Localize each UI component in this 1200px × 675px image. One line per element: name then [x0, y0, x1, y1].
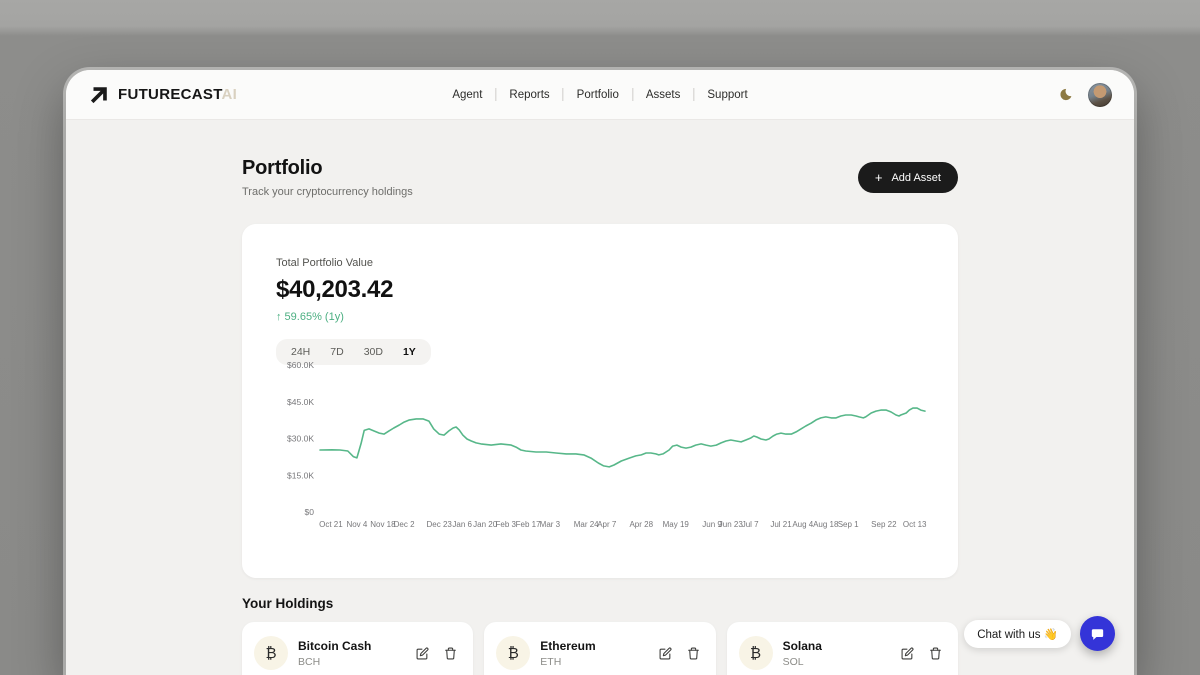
arrow-up-right-logo-icon: [88, 84, 110, 106]
holding-name: Bitcoin Cash: [298, 638, 372, 653]
svg-text:Feb 3: Feb 3: [496, 520, 517, 529]
nav-divider: [693, 88, 695, 101]
portfolio-change-badge: ↑ 59.65% (1y): [276, 311, 344, 323]
svg-text:Mar 3: Mar 3: [540, 520, 561, 529]
user-avatar[interactable]: [1088, 82, 1112, 107]
holding-card-sol: ₿ Solana SOL AI Score:: [726, 622, 958, 675]
svg-text:$45.0K: $45.0K: [287, 397, 314, 407]
edit-icon[interactable]: [416, 646, 429, 660]
brand-name: FUTURECASTAI: [118, 86, 238, 103]
svg-text:Oct 21: Oct 21: [319, 520, 343, 529]
nav-item-agent[interactable]: Agent: [452, 88, 483, 101]
total-portfolio-value-label: Total Portfolio Value: [276, 257, 374, 269]
svg-text:Nov 18: Nov 18: [370, 520, 396, 529]
edit-icon[interactable]: [659, 646, 672, 660]
chat-with-us-pill[interactable]: Chat with us 👋: [964, 619, 1071, 648]
nav-item-portfolio[interactable]: Portfolio: [576, 88, 619, 101]
top-navigation-bar: FUTURECASTAI Agent Reports Portfolio Ass…: [66, 70, 1134, 120]
holding-card-top: ₿ Ethereum ETH: [496, 636, 703, 670]
holding-name: Ethereum: [540, 638, 596, 653]
nav-divider: [562, 88, 564, 101]
portfolio-value-card: Total Portfolio Value $40,203.42 ↑ 59.65…: [242, 224, 958, 578]
header-actions: [1058, 82, 1112, 107]
svg-text:Jun 23: Jun 23: [719, 520, 744, 529]
svg-text:Jan 6: Jan 6: [452, 520, 472, 529]
coin-icon: ₿: [254, 636, 288, 670]
nav-item-assets[interactable]: Assets: [645, 88, 681, 101]
svg-text:Aug 4: Aug 4: [792, 520, 813, 529]
page-heading-block: Portfolio Track your cryptocurrency hold…: [242, 157, 413, 198]
holding-card-top: ₿ Bitcoin Cash BCH: [254, 636, 461, 670]
holding-names: Solana SOL: [783, 639, 822, 668]
brand-suffix: AI: [221, 86, 238, 103]
svg-text:Jul 7: Jul 7: [742, 520, 759, 529]
svg-text:Sep 1: Sep 1: [838, 520, 859, 529]
svg-text:Feb 17: Feb 17: [516, 520, 541, 529]
svg-text:$0: $0: [305, 507, 315, 517]
svg-text:May 19: May 19: [663, 520, 690, 529]
range-30d-button[interactable]: 30D: [363, 346, 383, 358]
nav-item-support[interactable]: Support: [707, 88, 748, 101]
page-title: Portfolio: [242, 157, 323, 179]
range-24h-button[interactable]: 24H: [291, 346, 311, 358]
plus-icon: +: [874, 170, 883, 185]
time-range-selector: 24H 7D 30D 1Y: [276, 339, 431, 365]
page-subtitle: Track your cryptocurrency holdings: [242, 186, 413, 198]
chat-launcher-button[interactable]: [1080, 616, 1115, 651]
coin-icon: ₿: [496, 636, 531, 670]
nav-divider: [495, 88, 497, 101]
svg-text:$30.0K: $30.0K: [287, 434, 314, 444]
range-7d-button[interactable]: 7D: [330, 346, 344, 358]
trash-icon[interactable]: [444, 647, 457, 660]
svg-text:Dec 2: Dec 2: [394, 520, 415, 529]
svg-text:Jul 21: Jul 21: [770, 520, 792, 529]
main-nav: Agent Reports Portfolio Assets Support: [439, 85, 760, 105]
chat-bubble-icon: [1091, 629, 1104, 640]
svg-text:Sep 22: Sep 22: [871, 520, 897, 529]
holding-card-bch: ₿ Bitcoin Cash BCH AI: [242, 622, 474, 675]
nav-item-reports[interactable]: Reports: [509, 88, 550, 101]
edit-icon[interactable]: [901, 646, 914, 660]
svg-text:Nov 4: Nov 4: [346, 520, 367, 529]
holdings-grid: ₿ Bitcoin Cash BCH AI: [242, 622, 958, 675]
svg-text:Oct 13: Oct 13: [903, 520, 927, 529]
holding-symbol: BCH: [298, 655, 321, 668]
portfolio-line-chart: $60.0K $45.0K $30.0K $15.0K $0 Oct 21 Nov 4 Nov…: [287, 360, 927, 529]
add-asset-label: Add Asset: [891, 171, 941, 184]
dark-mode-moon-icon[interactable]: [1058, 87, 1073, 102]
holding-names: Bitcoin Cash BCH: [298, 639, 371, 668]
add-asset-button[interactable]: + Add Asset: [857, 162, 958, 193]
page-header-row: Portfolio Track your cryptocurrency hold…: [242, 157, 958, 198]
chat-widget: Chat with us 👋: [964, 616, 1115, 651]
holding-names: Ethereum ETH: [540, 639, 595, 668]
svg-text:$60.0K: $60.0K: [287, 360, 314, 370]
svg-text:Apr 28: Apr 28: [629, 520, 653, 529]
holding-name: Solana: [782, 638, 822, 653]
portfolio-page: Portfolio Track your cryptocurrency hold…: [242, 120, 958, 675]
trash-icon[interactable]: [929, 647, 942, 660]
holding-actions: [416, 646, 461, 660]
holding-symbol: ETH: [540, 655, 562, 668]
nav-divider: [631, 88, 633, 101]
coin-icon: ₿: [738, 636, 773, 670]
holding-card-top: ₿ Solana SOL: [738, 636, 946, 670]
svg-text:Mar 24: Mar 24: [574, 520, 599, 529]
holdings-heading: Your Holdings: [242, 596, 334, 611]
holding-actions: [901, 646, 946, 660]
svg-text:Dec 23: Dec 23: [427, 520, 453, 529]
brand-logo[interactable]: FUTURECASTAI: [88, 84, 237, 106]
total-portfolio-value: $40,203.42: [276, 276, 394, 303]
svg-text:Apr 7: Apr 7: [597, 520, 617, 529]
svg-text:Jan 20: Jan 20: [473, 520, 498, 529]
trash-icon[interactable]: [687, 647, 700, 660]
svg-text:Aug 18: Aug 18: [813, 520, 839, 529]
range-1y-button[interactable]: 1Y: [402, 346, 416, 358]
app-window: FUTURECASTAI Agent Reports Portfolio Ass…: [66, 70, 1134, 675]
svg-text:$15.0K: $15.0K: [287, 470, 314, 480]
holding-card-eth: ₿ Ethereum ETH AI Scor: [484, 622, 716, 675]
holding-actions: [659, 646, 704, 660]
holding-symbol: SOL: [782, 655, 804, 668]
svg-text:Jun 9: Jun 9: [702, 520, 722, 529]
